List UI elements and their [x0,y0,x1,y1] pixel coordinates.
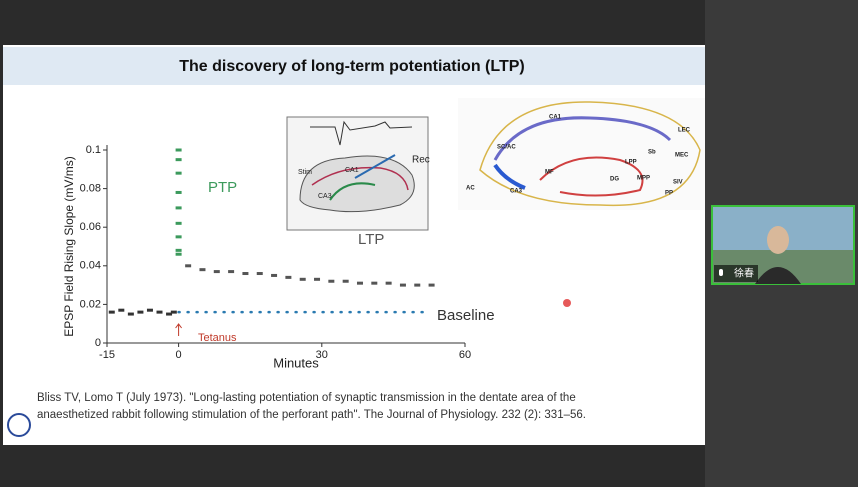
ca3-path [493,163,526,190]
x-tick-label: 30 [316,349,328,361]
diagram-label: SC/AC [497,145,516,151]
x-axis-label: Minutes [273,355,319,370]
y-tick-label: 0.04 [80,260,101,272]
point [175,171,182,175]
point [385,281,392,285]
citation-line: Bliss TV, Lomo T (July 1973). "Long-last… [37,392,576,404]
point [170,310,177,314]
diagram-label: DG [610,177,619,183]
point [285,275,292,279]
y-tick-label: 0.1 [86,144,101,156]
tetanus-arrow [175,323,182,336]
title-bar [3,47,705,85]
y-tick-label: 0.08 [80,183,101,195]
diagram-label: AC [466,186,475,192]
outline [479,101,701,207]
point [175,148,182,152]
point [299,277,306,281]
point [166,312,173,316]
y-axis-label: EPSP Field Rising Slope (mV/ms) [62,156,76,337]
annotation: LTP [358,231,384,248]
x-tick-label: 60 [459,349,471,361]
diagram-label: Sb [648,150,656,156]
laser-pointer [563,299,571,307]
diagram-left [286,116,429,231]
electrode [354,154,396,179]
participant-name: 徐春 [734,267,754,280]
point [256,272,263,276]
point [199,268,206,272]
ca1-path [493,116,672,161]
point [342,279,349,283]
point [271,273,278,277]
name-badge [714,265,758,282]
logo [7,413,31,437]
x-tick-label: -15 [99,349,115,361]
diagram-label: LPP [625,160,637,166]
point [228,270,235,274]
point [356,281,363,285]
diagram-label: MF [545,170,554,176]
x-tick-label: 0 [176,349,182,361]
diagram-label: SIV [673,180,683,186]
point [213,270,220,274]
diagram-label: CA1 [549,115,562,121]
trace [310,120,413,146]
point [175,252,182,256]
annotation: Baseline [437,307,495,324]
diagram-label: MPP [637,176,650,182]
y-tick-label: 0.02 [80,298,101,310]
face [767,226,789,254]
point [156,310,163,314]
point [127,312,134,316]
diagram-right [458,98,705,210]
mic-icon [719,269,723,276]
point [175,190,182,194]
annotation: PTP [208,179,237,196]
point [175,235,182,239]
y-tick-label: 0.06 [80,221,101,233]
point [146,308,153,312]
diagram-label: PP [665,191,673,197]
diagram-label: LEC [678,128,691,134]
point [314,277,321,281]
dg-field [329,182,376,201]
point [371,281,378,285]
diagram-label: MEC [675,153,689,159]
diagram-label: Stim [298,169,312,176]
citation-line: anaesthetized rabbit following stimulati… [37,409,586,421]
point [242,272,249,276]
point [175,221,182,225]
diagram-label: Rec [412,155,430,166]
point [175,248,182,252]
point [328,279,335,283]
point [175,158,182,162]
point [175,206,182,210]
point [414,283,421,287]
point [108,310,115,314]
point [118,308,125,312]
diagram-label: CA3 [318,193,332,200]
dg-path [539,156,644,197]
slide-title: The discovery of long-term potentiation … [179,58,524,75]
point [428,283,435,287]
y-tick-label: 0 [95,337,101,349]
ca-field [311,166,409,191]
point [185,264,192,268]
point [399,283,406,287]
point [137,310,144,314]
diagram-label: CA3 [510,189,523,195]
diagram-label: CA1 [345,167,359,174]
annotation: Tetanus [198,332,237,344]
shirt [755,267,801,284]
